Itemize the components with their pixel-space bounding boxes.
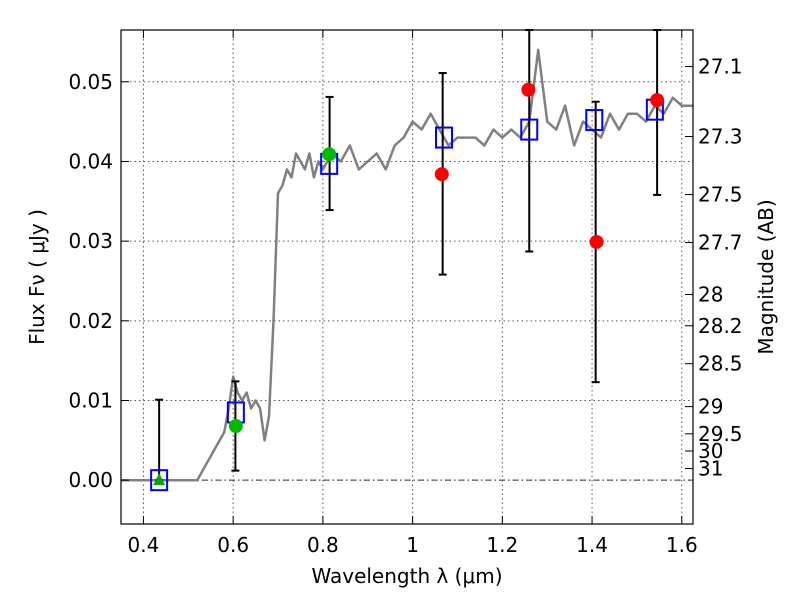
magnitude-tick-label: 28 [698, 283, 723, 307]
green-triangle-marker [153, 473, 166, 486]
x-tick-label: 1.4 [576, 533, 608, 557]
photometry-square-marker [435, 126, 454, 149]
magnitude-tick-label: 30 [698, 439, 723, 463]
red-circle-marker [521, 82, 536, 97]
x-tick-label: 1 [406, 533, 419, 557]
magnitude-tick-label: 29.5 [698, 422, 743, 446]
model-spectrum-line [121, 48, 693, 482]
x-tick-label: 1.2 [486, 533, 518, 557]
magnitude-tick-label: 28.2 [698, 314, 743, 338]
red-circle-marker [650, 93, 665, 108]
x-tick-label: 0.4 [128, 533, 160, 557]
photometry-square-marker [520, 118, 539, 141]
y-tick-label: 0.03 [68, 229, 113, 253]
data-markers [150, 82, 665, 492]
plot-frame [120, 29, 694, 525]
axis-ticks [121, 30, 693, 524]
y-tick-label: 0.01 [68, 389, 113, 413]
y-tick-label: 0.00 [68, 468, 113, 492]
x-tick-label: 0.6 [217, 533, 249, 557]
magnitude-tick-label: 28.5 [698, 352, 743, 376]
model-spectrum [121, 48, 693, 482]
magnitude-tick-label: 29 [698, 395, 723, 419]
y-tick-label: 0.04 [68, 149, 113, 173]
x-tick-label: 0.8 [307, 533, 339, 557]
error-bars [155, 29, 662, 482]
photometry-square-marker [585, 109, 604, 132]
y-tick-label: 0.05 [68, 70, 113, 94]
magnitude-tick-label: 27.7 [698, 231, 743, 255]
magnitude-tick-label: 31 [698, 457, 723, 481]
red-circle-marker [434, 167, 449, 182]
green-circle-marker [228, 418, 243, 433]
magnitude-axis-title: Magnitude (AB) [754, 199, 778, 354]
y-tick-label: 0.02 [68, 309, 113, 333]
red-circle-marker [589, 234, 604, 249]
magnitude-tick-label: 27.3 [698, 125, 743, 149]
magnitude-tick-label: 27.1 [698, 55, 743, 79]
magnitude-tick-label: 27.5 [698, 183, 743, 207]
grid-lines [121, 30, 693, 524]
green-circle-marker [322, 147, 337, 162]
y-axis-title: Flux Fν ( μJy ) [25, 209, 49, 345]
x-axis-title: Wavelength λ (μm) [311, 564, 502, 588]
tick-labels: 0.4 0.6 0.8 1 1.2 1.4 1.6 0.00 0.01 0.02 0.03 0.04 0… [68, 55, 742, 557]
photometry-square-marker [150, 469, 169, 492]
x-tick-label: 1.6 [666, 533, 698, 557]
